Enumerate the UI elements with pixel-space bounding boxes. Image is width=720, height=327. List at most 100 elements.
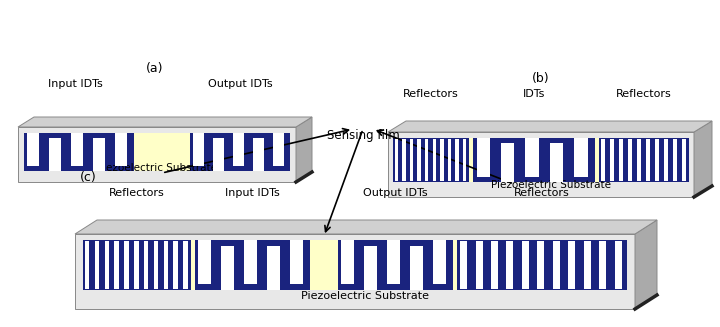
Bar xyxy=(213,138,224,171)
Bar xyxy=(418,139,420,181)
Bar xyxy=(433,139,436,181)
Bar xyxy=(233,133,244,166)
Bar xyxy=(584,241,590,289)
Bar xyxy=(568,241,575,289)
Bar xyxy=(114,241,119,289)
Text: Piezoelectric Substrate: Piezoelectric Substrate xyxy=(491,180,611,190)
Bar xyxy=(387,240,400,284)
Text: Piezoelectric Substrate: Piezoelectric Substrate xyxy=(97,163,217,173)
Bar xyxy=(599,241,606,289)
Bar xyxy=(402,139,405,181)
Bar xyxy=(575,138,588,177)
Bar xyxy=(682,139,686,181)
Polygon shape xyxy=(694,121,712,197)
Bar xyxy=(448,139,451,181)
Bar xyxy=(94,138,105,171)
Bar xyxy=(618,139,623,181)
Text: Output IDTs: Output IDTs xyxy=(207,79,272,89)
Text: Piezoelectric Substrate: Piezoelectric Substrate xyxy=(301,291,429,301)
Bar xyxy=(245,240,257,284)
Bar xyxy=(253,138,264,171)
Bar xyxy=(475,241,482,289)
Bar xyxy=(455,139,459,181)
Bar xyxy=(672,139,677,181)
Bar xyxy=(615,241,621,289)
Text: Input IDTs: Input IDTs xyxy=(48,79,102,89)
Bar xyxy=(199,240,211,284)
Polygon shape xyxy=(388,121,712,132)
Bar xyxy=(83,240,191,290)
Bar xyxy=(104,241,109,289)
Text: Input IDTs: Input IDTs xyxy=(225,188,279,198)
Bar xyxy=(27,133,40,166)
Bar xyxy=(193,133,204,166)
Bar xyxy=(134,241,138,289)
Text: Reflectors: Reflectors xyxy=(514,188,570,198)
Bar xyxy=(83,240,627,290)
Bar xyxy=(395,139,398,181)
Text: Reflectors: Reflectors xyxy=(403,89,459,99)
Polygon shape xyxy=(18,117,312,127)
Polygon shape xyxy=(75,220,657,234)
Bar xyxy=(522,241,529,289)
Bar xyxy=(24,133,134,171)
Text: Output IDTs: Output IDTs xyxy=(363,188,427,198)
Polygon shape xyxy=(388,132,694,197)
Bar xyxy=(222,246,234,290)
Bar xyxy=(460,241,467,289)
Bar xyxy=(425,139,428,181)
Bar xyxy=(501,143,515,182)
Bar xyxy=(153,241,158,289)
Polygon shape xyxy=(296,117,312,182)
Text: Reflectors: Reflectors xyxy=(616,89,672,99)
Bar xyxy=(550,143,563,182)
Bar xyxy=(183,241,188,289)
Bar xyxy=(134,133,190,171)
Bar xyxy=(85,241,89,289)
Bar xyxy=(440,139,444,181)
Bar xyxy=(610,139,614,181)
Bar xyxy=(174,241,178,289)
Bar xyxy=(290,240,303,284)
Bar xyxy=(410,246,423,290)
Text: IDTs: IDTs xyxy=(523,89,545,99)
Bar xyxy=(273,133,284,166)
Bar xyxy=(473,138,595,182)
Bar xyxy=(95,241,99,289)
Bar xyxy=(553,241,560,289)
Bar xyxy=(163,241,168,289)
Polygon shape xyxy=(18,127,296,182)
Text: (a): (a) xyxy=(146,62,163,75)
Bar xyxy=(393,138,689,182)
Bar xyxy=(526,138,539,177)
Bar xyxy=(24,133,290,171)
Bar xyxy=(267,246,280,290)
Bar xyxy=(599,138,689,182)
Bar xyxy=(477,138,490,177)
Text: (c): (c) xyxy=(80,171,96,184)
Bar xyxy=(144,241,148,289)
Text: Sensing film: Sensing film xyxy=(327,129,400,142)
Bar xyxy=(628,139,632,181)
Bar xyxy=(115,133,127,166)
Bar xyxy=(491,241,498,289)
Text: (b): (b) xyxy=(532,72,550,85)
Bar xyxy=(195,240,310,290)
Bar xyxy=(338,240,453,290)
Bar xyxy=(537,241,544,289)
Bar xyxy=(646,139,650,181)
Text: Reflectors: Reflectors xyxy=(109,188,165,198)
Bar xyxy=(410,139,413,181)
Bar xyxy=(636,139,641,181)
Bar xyxy=(463,139,467,181)
Bar xyxy=(341,240,354,284)
Bar xyxy=(433,240,446,284)
Bar xyxy=(393,138,469,182)
Bar xyxy=(664,139,668,181)
Bar xyxy=(190,133,290,171)
Bar xyxy=(506,241,513,289)
Bar xyxy=(654,139,659,181)
Bar xyxy=(49,138,61,171)
Polygon shape xyxy=(635,220,657,309)
Bar xyxy=(71,133,84,166)
